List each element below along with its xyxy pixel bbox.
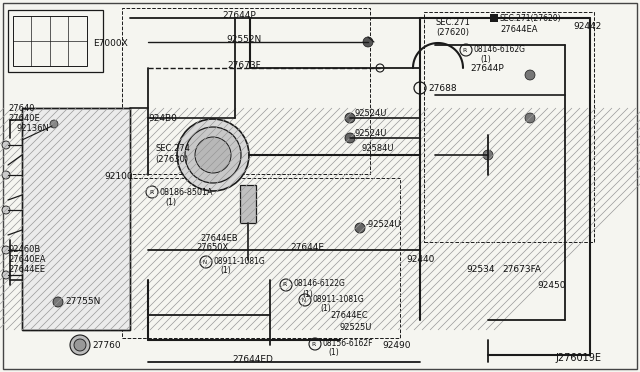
Text: 27760: 27760 <box>92 340 120 350</box>
Text: R: R <box>312 341 316 346</box>
Text: 92460B: 92460B <box>8 246 40 254</box>
Text: E7000X: E7000X <box>93 38 128 48</box>
Text: (1): (1) <box>480 55 491 64</box>
Circle shape <box>2 206 10 214</box>
Circle shape <box>363 37 373 47</box>
Text: 27650X: 27650X <box>196 244 228 253</box>
Circle shape <box>195 137 231 173</box>
Text: 08146-6122G: 08146-6122G <box>294 279 346 289</box>
Circle shape <box>2 246 10 254</box>
Text: R: R <box>463 48 467 52</box>
Bar <box>490 14 498 22</box>
Bar <box>22 108 130 330</box>
Circle shape <box>345 133 355 143</box>
Text: 27644P: 27644P <box>222 10 256 19</box>
Text: 92524U: 92524U <box>355 109 387 118</box>
Text: 27644EB: 27644EB <box>200 234 237 243</box>
Text: N: N <box>302 298 306 302</box>
Text: 08156-6162F: 08156-6162F <box>323 339 374 347</box>
Text: 27644EC: 27644EC <box>330 311 367 321</box>
Text: 92100: 92100 <box>104 171 132 180</box>
Circle shape <box>50 120 58 128</box>
Text: 27688: 27688 <box>428 83 456 93</box>
Circle shape <box>185 127 241 183</box>
Text: 27644EE: 27644EE <box>8 266 45 275</box>
Circle shape <box>483 150 493 160</box>
Text: 924B0: 924B0 <box>148 113 177 122</box>
Circle shape <box>53 297 63 307</box>
Text: 27673FA: 27673FA <box>502 266 541 275</box>
Circle shape <box>355 223 365 233</box>
Text: 08186-8501A: 08186-8501A <box>160 187 214 196</box>
Text: (1): (1) <box>328 349 339 357</box>
Text: SEC.274: SEC.274 <box>155 144 190 153</box>
Text: 27644E: 27644E <box>290 243 324 251</box>
Text: 27755N: 27755N <box>65 296 100 305</box>
Bar <box>122 8 370 174</box>
Circle shape <box>345 113 355 123</box>
Text: (1): (1) <box>165 198 176 206</box>
Text: 92524U: 92524U <box>355 128 387 138</box>
Text: (1): (1) <box>302 289 313 298</box>
Text: 92534: 92534 <box>466 266 495 275</box>
Circle shape <box>2 271 10 279</box>
Text: 92490: 92490 <box>382 340 410 350</box>
Text: R: R <box>283 282 287 288</box>
Text: 08911-1081G: 08911-1081G <box>214 257 266 266</box>
Text: J276019E: J276019E <box>555 353 601 363</box>
Text: 92440: 92440 <box>406 256 435 264</box>
Text: (1): (1) <box>220 266 231 276</box>
Circle shape <box>74 339 86 351</box>
Circle shape <box>177 119 249 191</box>
Bar <box>8 10 103 72</box>
Circle shape <box>2 171 10 179</box>
Text: N: N <box>203 260 207 264</box>
Circle shape <box>525 113 535 123</box>
Text: -92524U: -92524U <box>366 219 401 228</box>
Text: 92552N: 92552N <box>226 35 261 44</box>
Text: 92525U: 92525U <box>340 324 372 333</box>
Text: 92136N: 92136N <box>16 124 49 132</box>
Text: 27640E: 27640E <box>8 113 40 122</box>
Bar <box>240 185 256 223</box>
Text: 08911-1081G: 08911-1081G <box>313 295 365 304</box>
Text: 27644ED: 27644ED <box>232 355 273 363</box>
Text: (27630): (27630) <box>155 154 188 164</box>
Circle shape <box>525 70 535 80</box>
Text: SEC.271: SEC.271 <box>436 17 471 26</box>
Text: 27644EA: 27644EA <box>500 25 538 33</box>
Text: 92450: 92450 <box>537 280 566 289</box>
Text: (27620): (27620) <box>436 28 469 36</box>
Circle shape <box>70 335 90 355</box>
Text: 08146-6162G: 08146-6162G <box>474 45 526 54</box>
Bar <box>424 12 594 242</box>
Circle shape <box>2 141 10 149</box>
Bar <box>22 108 130 330</box>
Bar <box>122 178 400 338</box>
Text: 92584U: 92584U <box>362 144 394 153</box>
Text: R: R <box>150 189 154 195</box>
Text: 27644P: 27644P <box>470 64 504 73</box>
Text: 92442: 92442 <box>573 22 601 31</box>
Bar <box>13 16 87 66</box>
Text: (1): (1) <box>320 305 331 314</box>
Text: 27640EA: 27640EA <box>8 256 45 264</box>
Text: 27640: 27640 <box>8 103 35 112</box>
Text: SEC.271(27620): SEC.271(27620) <box>500 13 562 22</box>
Text: 27673F: 27673F <box>227 61 260 70</box>
